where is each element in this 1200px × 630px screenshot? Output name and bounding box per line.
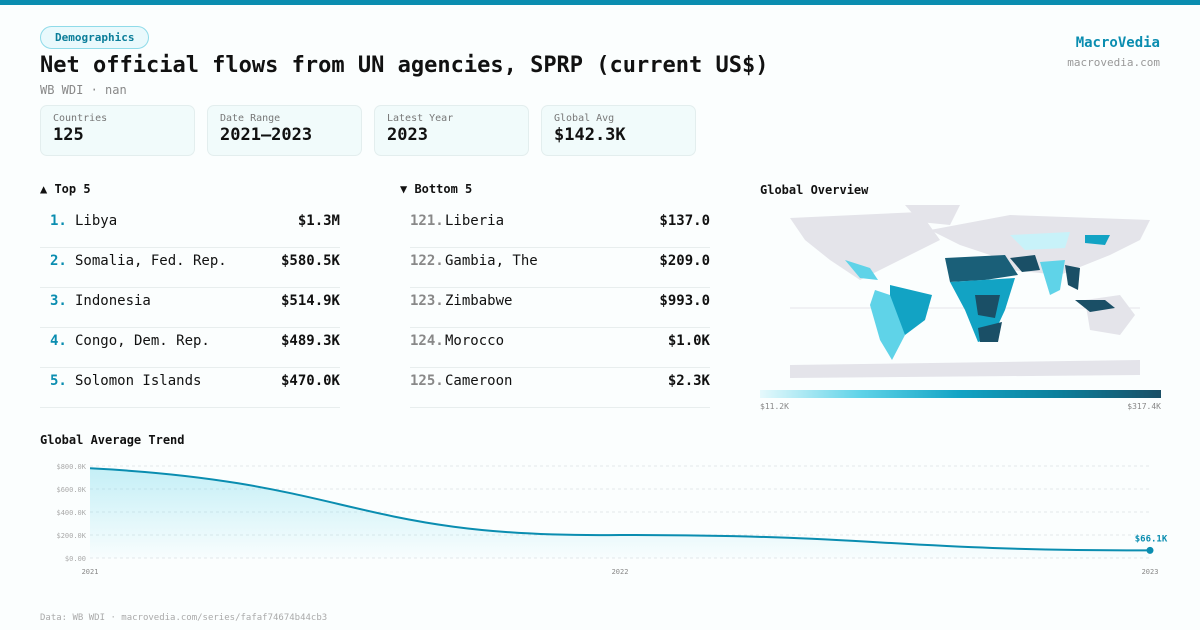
country-value: $580.5K — [280, 253, 340, 269]
country-congo — [975, 295, 1000, 318]
ranking-row[interactable]: 121. Liberia $137.0 — [410, 208, 710, 248]
country-value: $993.0 — [659, 293, 710, 309]
country-value: $470.0K — [280, 373, 340, 389]
brand-url[interactable]: macrovedia.com — [1067, 56, 1160, 69]
brand-logo[interactable]: MacroVedia — [1075, 35, 1160, 51]
x-tick-label: 2023 — [1142, 568, 1159, 576]
top5-title: ▲ Top 5 — [40, 182, 91, 196]
country-name: Zimbabwe — [445, 293, 513, 309]
country-south-america-south — [870, 290, 905, 360]
country-india — [1040, 260, 1065, 295]
rank: 1. — [50, 213, 67, 229]
ranking-row[interactable]: 5. Solomon Islands $470.0K — [40, 368, 340, 408]
y-tick-label: $400.0K — [56, 509, 86, 517]
footer-source: Data: WB WDI · macrovedia.com/series/faf… — [40, 613, 328, 623]
stat-value: 2023 — [387, 125, 428, 145]
trend-chart: $0.00 $200.0K $400.0K $600.0K $800.0K 2021 202… — [56, 463, 1168, 576]
rank: 4. — [50, 333, 67, 349]
stat-label: Countries — [53, 113, 108, 124]
map-legend-gradient — [760, 390, 1161, 398]
x-tick-label: 2021 — [82, 568, 99, 576]
y-tick-label: $0.00 — [65, 555, 86, 563]
stat-card-latest-year: Latest Year 2023 — [374, 105, 529, 156]
stat-label: Global Avg — [554, 113, 615, 124]
page-title: Net official flows from UN agencies, SPR… — [40, 53, 769, 78]
y-tick-label: $600.0K — [56, 486, 86, 494]
last-value-label: $66.1K — [1135, 534, 1168, 544]
rank: 2. — [50, 253, 67, 269]
country-value: $489.3K — [280, 333, 340, 349]
data-point — [1146, 546, 1154, 554]
country-middle-east — [1010, 255, 1040, 272]
country-brazil — [890, 285, 932, 335]
stat-value: 125 — [53, 125, 84, 145]
trend-title: Global Average Trend — [40, 433, 185, 447]
country-value: $1.3M — [297, 213, 340, 229]
country-name: Liberia — [445, 213, 505, 229]
country-central-asia — [1010, 232, 1070, 250]
map-title: Global Overview — [760, 183, 869, 197]
antarctica — [790, 360, 1140, 378]
rank: 125. — [410, 373, 444, 389]
bottom5-title: ▼ Bottom 5 — [400, 182, 473, 196]
country-southeast-asia — [1065, 265, 1080, 290]
stat-value: 2021–2023 — [220, 125, 313, 145]
north-america — [790, 212, 940, 280]
category-badge[interactable]: Demographics — [40, 26, 150, 49]
x-tick-label: 2022 — [612, 568, 629, 576]
country-name: Morocco — [445, 333, 505, 349]
country-name: Indonesia — [75, 293, 151, 309]
rank: 123. — [410, 293, 444, 309]
country-name: Congo, Dem. Rep. — [75, 333, 210, 349]
stat-label: Latest Year — [387, 113, 454, 124]
world-map[interactable] — [760, 200, 1160, 385]
country-value: $1.0K — [667, 333, 710, 349]
greenland — [905, 205, 960, 225]
page-subtitle: WB WDI · nan — [40, 83, 127, 97]
ranking-row[interactable]: 123. Zimbabwe $993.0 — [410, 288, 710, 328]
ranking-row[interactable]: 2. Somalia, Fed. Rep. $580.5K — [40, 248, 340, 288]
country-value: $137.0 — [659, 213, 710, 229]
rank: 122. — [410, 253, 444, 269]
y-tick-label: $200.0K — [56, 532, 86, 540]
country-value: $2.3K — [667, 373, 710, 389]
ranking-row[interactable]: 122. Gambia, The $209.0 — [410, 248, 710, 288]
ranking-row[interactable]: 125. Cameroon $2.3K — [410, 368, 710, 408]
top-accent-bar — [0, 0, 1200, 5]
stat-card-date-range: Date Range 2021–2023 — [207, 105, 362, 156]
trend-area — [90, 468, 1150, 558]
trend-line — [89, 467, 1151, 552]
rank: 3. — [50, 293, 67, 309]
stat-label: Date Range — [220, 113, 281, 124]
country-north-africa — [945, 255, 1018, 282]
country-value: $514.9K — [280, 293, 340, 309]
country-mexico — [845, 260, 878, 280]
ranking-row[interactable]: 1. Libya $1.3M — [40, 208, 340, 248]
country-name: Cameroon — [445, 373, 513, 389]
country-name: Libya — [75, 213, 118, 229]
ranking-row[interactable]: 4. Congo, Dem. Rep. $489.3K — [40, 328, 340, 368]
ranking-row[interactable]: 124. Morocco $1.0K — [410, 328, 710, 368]
legend-max: $317.4K — [1127, 402, 1161, 411]
country-south-africa — [978, 322, 1002, 342]
stat-card-countries: Countries 125 — [40, 105, 195, 156]
legend-min: $11.2K — [760, 402, 789, 411]
country-name: Somalia, Fed. Rep. — [75, 253, 227, 269]
rank: 124. — [410, 333, 444, 349]
ranking-row[interactable]: 3. Indonesia $514.9K — [40, 288, 340, 328]
country-value: $209.0 — [659, 253, 710, 269]
rank: 5. — [50, 373, 67, 389]
country-indonesia — [1075, 300, 1115, 312]
country-mongolia — [1085, 235, 1110, 245]
country-name: Gambia, The — [445, 253, 538, 269]
stat-value: $142.3K — [554, 125, 626, 145]
y-tick-label: $800.0K — [56, 463, 86, 471]
rank: 121. — [410, 213, 444, 229]
stat-card-global-avg: Global Avg $142.3K — [541, 105, 696, 156]
country-name: Solomon Islands — [75, 373, 202, 389]
